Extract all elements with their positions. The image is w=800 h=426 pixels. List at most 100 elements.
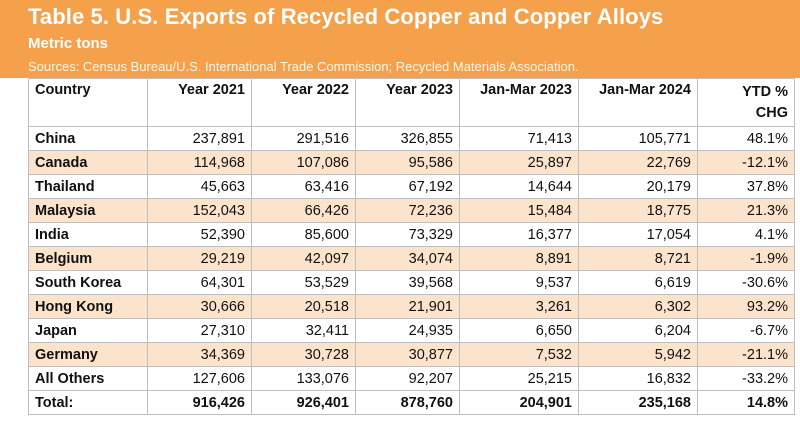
- cell-year-2021: 52,390: [147, 222, 252, 247]
- cell-year-2023: 878,760: [355, 390, 460, 415]
- cell-ytd-chg: 48.1%: [697, 126, 795, 151]
- cell-year-2021: 64,301: [147, 270, 252, 295]
- cell-jan-mar-2023: 6,650: [459, 318, 579, 343]
- cell-jan-mar-2024: 235,168: [578, 390, 698, 415]
- table-row: Hong Kong 30,666 20,518 21,901 3,261 6,302 93.…: [28, 294, 795, 319]
- cell-jan-mar-2024: 17,054: [578, 222, 698, 247]
- cell-year-2021: 29,219: [147, 246, 252, 271]
- cell-year-2021: 916,426: [147, 390, 252, 415]
- table-row: Thailand 45,663 63,416 67,192 14,644 20,179 37…: [28, 174, 795, 199]
- header-row: Country Year 2021 Year 2022 Year 2023 Ja…: [28, 78, 795, 127]
- cell-year-2022: 85,600: [251, 222, 356, 247]
- cell-country: Germany: [28, 342, 148, 367]
- table-row: Malaysia 152,043 66,426 72,236 15,484 18,775 2…: [28, 198, 795, 223]
- cell-year-2023: 30,877: [355, 342, 460, 367]
- column-header-ytd-chg: YTD % CHG: [697, 78, 795, 127]
- table-title: Table 5. U.S. Exports of Recycled Copper…: [28, 4, 664, 29]
- cell-jan-mar-2024: 8,721: [578, 246, 698, 271]
- table-row: Belgium 29,219 42,097 34,074 8,891 8,721 -1.9%: [28, 246, 795, 271]
- cell-year-2021: 34,369: [147, 342, 252, 367]
- total-row: Total: 916,426 926,401 878,760 204,901 235,16…: [28, 390, 795, 415]
- table-row: South Korea 64,301 53,529 39,568 9,537 6,619-…: [28, 270, 795, 295]
- cell-year-2022: 63,416: [251, 174, 356, 199]
- cell-year-2023: 39,568: [355, 270, 460, 295]
- table-row: India 52,390 85,600 73,329 16,377 17,054 4.1%: [28, 222, 795, 247]
- cell-year-2022: 53,529: [251, 270, 356, 295]
- cell-jan-mar-2023: 25,897: [459, 150, 579, 175]
- column-header-jan-mar-2023: Jan-Mar 2023: [459, 78, 579, 127]
- cell-year-2021: 30,666: [147, 294, 252, 319]
- cell-year-2021: 114,968: [147, 150, 252, 175]
- cell-ytd-chg: -6.7%: [697, 318, 795, 343]
- cell-ytd-chg: 4.1%: [697, 222, 795, 247]
- cell-year-2022: 107,086: [251, 150, 356, 175]
- cell-country: Canada: [28, 150, 148, 175]
- cell-year-2023: 73,329: [355, 222, 460, 247]
- cell-jan-mar-2023: 25,215: [459, 366, 579, 391]
- table-row: Canada 114,968 107,086 95,586 25,897 22,769 -1…: [28, 150, 795, 175]
- cell-country: All Others: [28, 366, 148, 391]
- cell-jan-mar-2024: 22,769: [578, 150, 698, 175]
- cell-jan-mar-2023: 3,261: [459, 294, 579, 319]
- table-sources: Sources: Census Bureau/U.S. Internationa…: [28, 59, 579, 74]
- table-subtitle: Metric tons: [28, 35, 109, 52]
- column-header-year-2023: Year 2023: [355, 78, 460, 127]
- cell-year-2022: 291,516: [251, 126, 356, 151]
- cell-ytd-chg: -1.9%: [697, 246, 795, 271]
- cell-year-2021: 27,310: [147, 318, 252, 343]
- cell-year-2023: 67,192: [355, 174, 460, 199]
- column-header-year-2022: Year 2022: [251, 78, 356, 127]
- cell-ytd-chg: -33.2%: [697, 366, 795, 391]
- cell-jan-mar-2024: 6,302: [578, 294, 698, 319]
- cell-year-2022: 133,076: [251, 366, 356, 391]
- cell-year-2023: 34,074: [355, 246, 460, 271]
- cell-year-2022: 30,728: [251, 342, 356, 367]
- exports-table: Country Year 2021 Year 2022 Year 2023 Ja…: [28, 78, 795, 415]
- cell-jan-mar-2024: 6,204: [578, 318, 698, 343]
- column-header-ytd: YTD %: [742, 84, 788, 100]
- title-banner: Table 5. U.S. Exports of Recycled Copper…: [0, 0, 800, 78]
- cell-jan-mar-2023: 9,537: [459, 270, 579, 295]
- cell-year-2021: 152,043: [147, 198, 252, 223]
- cell-year-2022: 20,518: [251, 294, 356, 319]
- cell-jan-mar-2023: 204,901: [459, 390, 579, 415]
- cell-jan-mar-2024: 16,832: [578, 366, 698, 391]
- cell-ytd-chg: -12.1%: [697, 150, 795, 175]
- cell-ytd-chg: -21.1%: [697, 342, 795, 367]
- cell-ytd-chg: 14.8%: [697, 390, 795, 415]
- table-row: All Others 127,606 133,076 92,207 25,215 16,8…: [28, 366, 795, 391]
- cell-year-2022: 32,411: [251, 318, 356, 343]
- cell-ytd-chg: -30.6%: [697, 270, 795, 295]
- cell-year-2021: 127,606: [147, 366, 252, 391]
- cell-jan-mar-2023: 15,484: [459, 198, 579, 223]
- cell-jan-mar-2024: 6,619: [578, 270, 698, 295]
- column-header-country: Country: [28, 78, 148, 127]
- cell-year-2023: 92,207: [355, 366, 460, 391]
- column-header-year-2021: Year 2021: [147, 78, 252, 127]
- cell-country: Malaysia: [28, 198, 148, 223]
- cell-jan-mar-2024: 105,771: [578, 126, 698, 151]
- column-header-chg: CHG: [755, 105, 788, 121]
- column-header-jan-mar-2024: Jan-Mar 2024: [578, 78, 698, 127]
- cell-country: China: [28, 126, 148, 151]
- cell-country: India: [28, 222, 148, 247]
- cell-jan-mar-2024: 18,775: [578, 198, 698, 223]
- cell-country: Hong Kong: [28, 294, 148, 319]
- cell-country: South Korea: [28, 270, 148, 295]
- cell-jan-mar-2023: 8,891: [459, 246, 579, 271]
- cell-country: Belgium: [28, 246, 148, 271]
- cell-jan-mar-2024: 5,942: [578, 342, 698, 367]
- cell-ytd-chg: 93.2%: [697, 294, 795, 319]
- cell-year-2023: 24,935: [355, 318, 460, 343]
- cell-year-2023: 95,586: [355, 150, 460, 175]
- cell-country: Total:: [28, 390, 148, 415]
- table-row: Japan 27,310 32,411 24,935 6,650 6,204 -6.7%: [28, 318, 795, 343]
- table-row: Germany 34,369 30,728 30,877 7,532 5,942 -21.1…: [28, 342, 795, 367]
- cell-year-2022: 42,097: [251, 246, 356, 271]
- cell-year-2023: 72,236: [355, 198, 460, 223]
- cell-year-2022: 66,426: [251, 198, 356, 223]
- cell-year-2022: 926,401: [251, 390, 356, 415]
- cell-jan-mar-2023: 16,377: [459, 222, 579, 247]
- cell-year-2021: 237,891: [147, 126, 252, 151]
